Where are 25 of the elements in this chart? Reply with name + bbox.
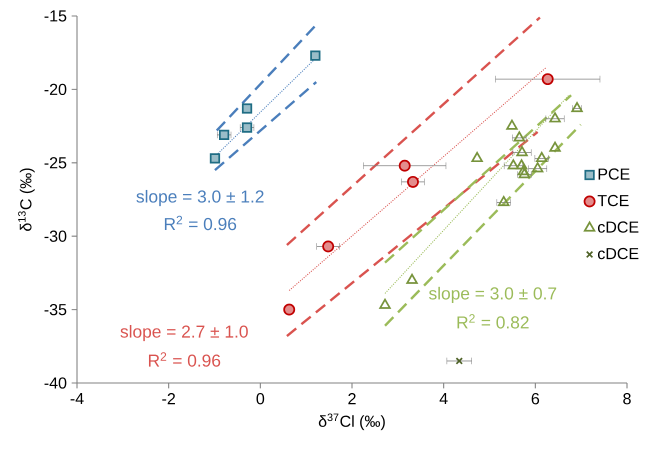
x-tick-label: 6 bbox=[532, 393, 540, 404]
x-tick-label: 2 bbox=[348, 393, 356, 404]
annotation: R$^{2}$ = 0.96 bbox=[148, 352, 220, 367]
y-axis-title: δ$^{13}$C (‰) bbox=[18, 168, 35, 231]
x-axis-title: δ$^{37}$Cl (‰) bbox=[318, 414, 385, 430]
x-tick-label: -2 bbox=[162, 393, 175, 404]
annotation: R$^{2}$ = 0.82 bbox=[458, 314, 529, 329]
annotation: slope = 3.0 ± 0.7 bbox=[429, 286, 556, 303]
legend-label: cDCE bbox=[598, 221, 638, 233]
y-tick-label: -35 bbox=[44, 304, 66, 316]
annotation: R$^{2}$ = 0.96 bbox=[164, 216, 236, 230]
x-tick-label: 4 bbox=[440, 393, 448, 404]
y-tick-label: -30 bbox=[44, 230, 66, 242]
y-tick-label: -15 bbox=[44, 10, 66, 22]
annotation: slope = 2.7 ± 1.0 bbox=[120, 325, 248, 342]
y-tick-label: -40 bbox=[44, 377, 66, 389]
y-tick-label: -20 bbox=[44, 84, 66, 96]
legend-label: TCE bbox=[598, 194, 629, 206]
legend-label: cDCE bbox=[598, 248, 638, 260]
x-tick-label: -4 bbox=[70, 393, 84, 404]
x-tick-label: 8 bbox=[623, 393, 631, 404]
x-tick-label: 0 bbox=[256, 393, 264, 404]
legend-label: PCE bbox=[598, 168, 630, 180]
annotation: slope = 3.0 ± 1.2 bbox=[136, 190, 264, 206]
y-tick-label: -25 bbox=[44, 157, 66, 168]
